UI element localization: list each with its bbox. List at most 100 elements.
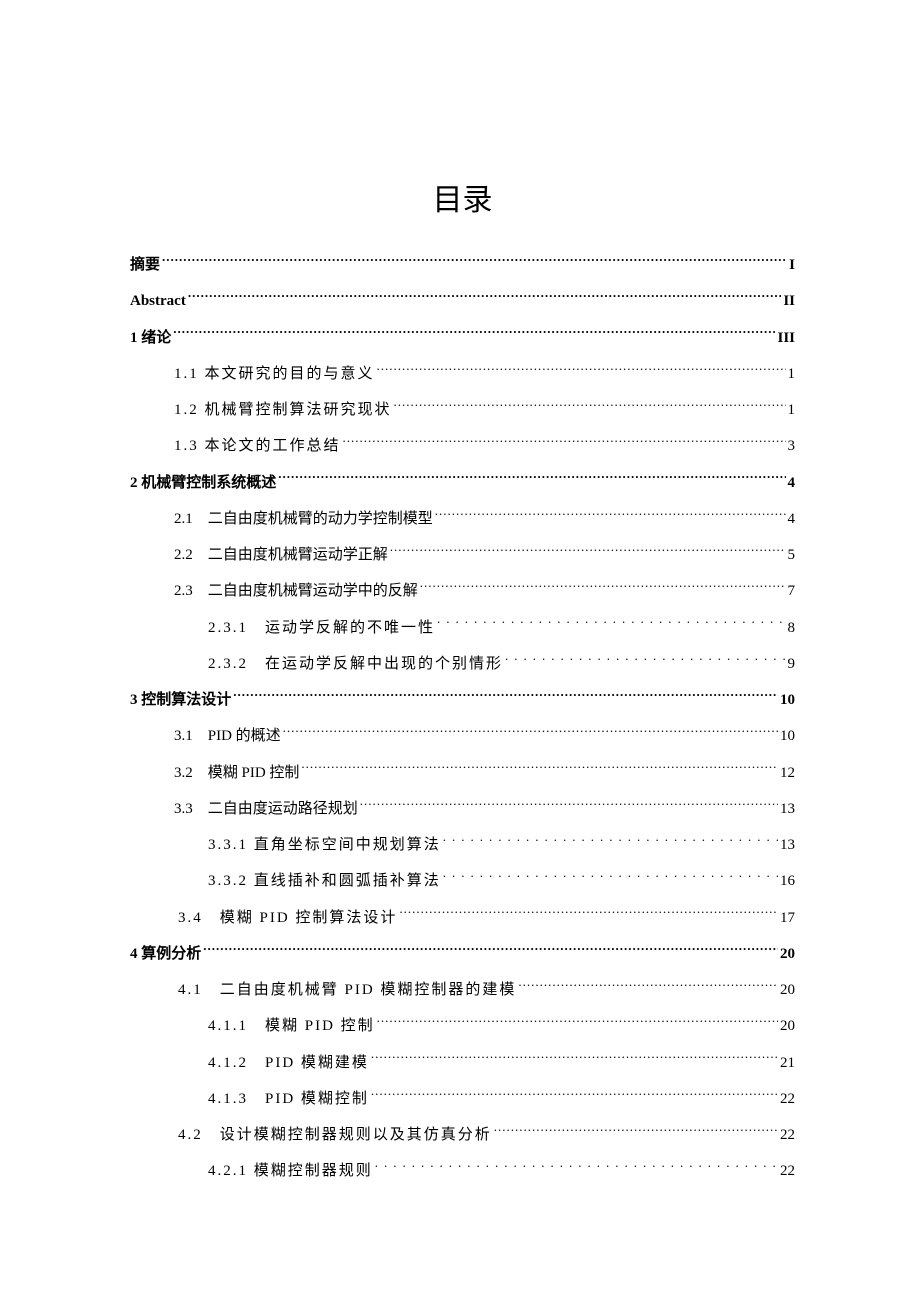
- toc-page-number: 20: [780, 979, 795, 1002]
- toc-leader-dots: [505, 653, 785, 668]
- toc-label: 3 控制算法设计: [130, 689, 231, 712]
- toc-label: 2 机械臂控制系统概述: [130, 472, 276, 495]
- toc-leader-dots: [343, 435, 786, 450]
- toc-label: 4.2 设计模糊控制器规则以及其仿真分析: [178, 1124, 492, 1147]
- toc-entry: 2.3 二自由度机械臂运动学中的反解 7: [130, 580, 795, 603]
- toc-page-number: 21: [780, 1052, 795, 1075]
- toc-page-number: 22: [780, 1160, 795, 1183]
- toc-page-number: 10: [780, 725, 795, 748]
- toc-page-number: 22: [780, 1124, 795, 1147]
- toc-leader-dots: [162, 254, 787, 269]
- toc-leader-dots: [188, 290, 781, 305]
- toc-label: 摘要: [130, 254, 160, 277]
- toc-page-number: III: [777, 327, 795, 350]
- toc-label: 1 绪论: [130, 327, 171, 350]
- toc-entry: 1 绪论 III: [130, 327, 795, 350]
- toc-leader-dots: [443, 834, 778, 849]
- toc-label: 3.4 模糊 PID 控制算法设计: [178, 907, 397, 930]
- toc-list: 摘要 IAbstractII1 绪论 III1.1 本文研究的目的与意义11.2…: [130, 254, 795, 1184]
- toc-label: 3.3.1 直角坐标空间中规划算法: [208, 834, 441, 857]
- toc-leader-dots: [371, 1088, 778, 1103]
- toc-page-number: I: [789, 254, 795, 277]
- toc-entry: 3 控制算法设计 10: [130, 689, 795, 712]
- toc-page-number: 4: [788, 508, 796, 531]
- toc-page-number: 13: [780, 798, 795, 821]
- toc-title: 目录: [130, 175, 795, 219]
- toc-label: 2.3.1 运动学反解的不唯一性: [208, 617, 435, 640]
- toc-leader-dots: [371, 1052, 778, 1067]
- toc-leader-dots: [375, 1160, 778, 1175]
- toc-entry: 2 机械臂控制系统概述 4: [130, 472, 795, 495]
- toc-label: 2.2 二自由度机械臂运动学正解: [174, 544, 388, 567]
- toc-label: 4.2.1 模糊控制器规则: [208, 1160, 373, 1183]
- toc-leader-dots: [278, 472, 785, 487]
- toc-leader-dots: [443, 870, 778, 885]
- toc-entry: 3.2 模糊 PID 控制 12: [130, 762, 795, 785]
- toc-leader-dots: [518, 979, 778, 994]
- toc-label: 2.1 二自由度机械臂的动力学控制模型: [174, 508, 433, 531]
- toc-label: 1.1 本文研究的目的与意义: [174, 363, 375, 386]
- toc-label: 3.2 模糊 PID 控制: [174, 762, 299, 785]
- toc-label: 3.3.2 直线插补和圆弧插补算法: [208, 870, 441, 893]
- toc-leader-dots: [435, 508, 786, 523]
- toc-entry: 1.1 本文研究的目的与意义 1: [130, 363, 795, 386]
- toc-page-number: 20: [780, 1015, 795, 1038]
- toc-page-number: 22: [780, 1088, 795, 1111]
- toc-label: 3.1 PID 的概述: [174, 725, 281, 748]
- toc-entry: 3.1 PID 的概述 10: [130, 725, 795, 748]
- toc-entry: 4.1.2 PID 模糊建模 21: [130, 1052, 795, 1075]
- toc-entry: 3.3.1 直角坐标空间中规划算法 13: [130, 834, 795, 857]
- toc-page-number: 1: [788, 399, 796, 422]
- toc-label: 2.3.2 在运动学反解中出现的个别情形: [208, 653, 503, 676]
- toc-page-number: 17: [780, 907, 795, 930]
- toc-page-number: 7: [788, 580, 796, 603]
- toc-label: 4.1.3 PID 模糊控制: [208, 1088, 369, 1111]
- toc-label: 4 算例分析: [130, 943, 201, 966]
- toc-entry: 2.2 二自由度机械臂运动学正解 5: [130, 544, 795, 567]
- toc-label: 4.1.2 PID 模糊建模: [208, 1052, 369, 1075]
- toc-label: 3.3 二自由度运动路径规划: [174, 798, 358, 821]
- toc-label: Abstract: [130, 290, 186, 313]
- toc-page-number: 4: [788, 472, 796, 495]
- toc-page-number: II: [783, 290, 795, 313]
- toc-entry: Abstract II: [130, 290, 795, 313]
- toc-leader-dots: [173, 327, 775, 342]
- toc-leader-dots: [399, 907, 778, 922]
- toc-leader-dots: [360, 798, 778, 813]
- toc-leader-dots: [420, 580, 786, 595]
- toc-leader-dots: [494, 1124, 778, 1139]
- toc-page-number: 1: [788, 363, 796, 386]
- toc-entry: 4.2 设计模糊控制器规则以及其仿真分析 22: [130, 1124, 795, 1147]
- toc-leader-dots: [203, 943, 778, 958]
- toc-entry: 4.2.1 模糊控制器规则 22: [130, 1160, 795, 1183]
- toc-leader-dots: [301, 762, 778, 777]
- toc-entry: 2.3.1 运动学反解的不唯一性 8: [130, 617, 795, 640]
- toc-entry: 摘要 I: [130, 254, 795, 277]
- toc-leader-dots: [377, 1015, 778, 1030]
- toc-label: 2.3 二自由度机械臂运动学中的反解: [174, 580, 418, 603]
- toc-entry: 3.3.2 直线插补和圆弧插补算法 16: [130, 870, 795, 893]
- toc-leader-dots: [283, 725, 778, 740]
- toc-leader-dots: [437, 617, 785, 632]
- toc-entry: 4.1.1 模糊 PID 控制20: [130, 1015, 795, 1038]
- toc-label: 4.1 二自由度机械臂 PID 模糊控制器的建模: [178, 979, 516, 1002]
- toc-label: 1.3 本论文的工作总结: [174, 435, 341, 458]
- toc-leader-dots: [233, 689, 778, 704]
- toc-page-number: 10: [780, 689, 795, 712]
- toc-entry: 3.4 模糊 PID 控制算法设计 17: [130, 907, 795, 930]
- toc-page-number: 12: [780, 762, 795, 785]
- toc-entry: 4.1 二自由度机械臂 PID 模糊控制器的建模 20: [130, 979, 795, 1002]
- toc-entry: 1.2 机械臂控制算法研究现状1: [130, 399, 795, 422]
- toc-page-number: 5: [788, 544, 796, 567]
- document-page: 目录 摘要 IAbstractII1 绪论 III1.1 本文研究的目的与意义1…: [0, 0, 920, 1297]
- toc-page-number: 20: [780, 943, 795, 966]
- toc-leader-dots: [394, 399, 786, 414]
- toc-page-number: 13: [780, 834, 795, 857]
- toc-entry: 3.3 二自由度运动路径规划 13: [130, 798, 795, 821]
- toc-page-number: 9: [788, 653, 796, 676]
- toc-page-number: 16: [780, 870, 795, 893]
- toc-entry: 2.1 二自由度机械臂的动力学控制模型 4: [130, 508, 795, 531]
- toc-entry: 2.3.2 在运动学反解中出现的个别情形 9: [130, 653, 795, 676]
- toc-page-number: 8: [788, 617, 796, 640]
- toc-leader-dots: [390, 544, 786, 559]
